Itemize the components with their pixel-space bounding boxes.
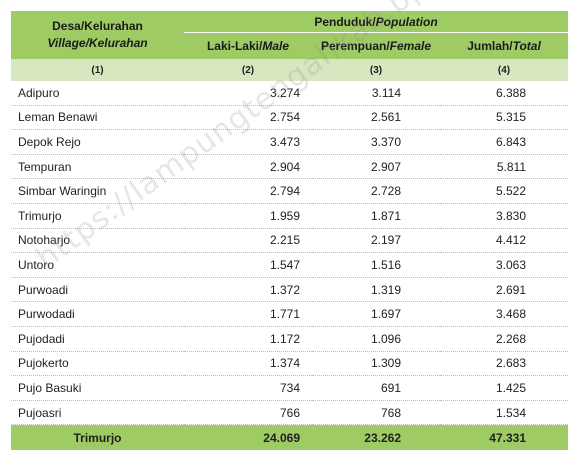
male-cell: 1.771 [184, 302, 312, 327]
table-row: Purwodadi 1.771 1.697 3.468 [11, 302, 568, 327]
population-header-en: Population [376, 15, 438, 29]
female-cell: 2.907 [312, 154, 440, 179]
total-cell: 1.534 [440, 400, 568, 425]
column-number: (1) [11, 59, 184, 81]
village-name-cell: Untoro [11, 253, 184, 278]
female-cell: 3.370 [312, 130, 440, 155]
village-column-header: Desa/Kelurahan Village/Kelurahan [11, 11, 184, 59]
male-cell: 3.274 [184, 81, 312, 105]
column-number: (4) [440, 59, 568, 81]
total-column-header: Jumlah/Total [440, 33, 568, 60]
table-body: Adipuro 3.274 3.114 6.388 Leman Benawi 2.754 2… [11, 81, 568, 425]
female-cell: 1.697 [312, 302, 440, 327]
table-row: Trimurjo 1.959 1.871 3.830 [11, 203, 568, 228]
population-group-header: Penduduk/Population [184, 11, 568, 33]
total-cell: 3.468 [440, 302, 568, 327]
total-cell: 3.830 [440, 203, 568, 228]
female-cell: 1.871 [312, 203, 440, 228]
male-cell: 734 [184, 376, 312, 401]
female-cell: 2.728 [312, 179, 440, 204]
village-name-cell: Depok Rejo [11, 130, 184, 155]
total-cell: 5.811 [440, 154, 568, 179]
total-cell: 2.268 [440, 326, 568, 351]
male-cell: 1.374 [184, 351, 312, 376]
total-male-cell: 24.069 [184, 425, 312, 451]
female-cell: 768 [312, 400, 440, 425]
table-row: Pujo Basuki 734 691 1.425 [11, 376, 568, 401]
total-cell: 3.063 [440, 253, 568, 278]
male-column-header: Laki-Laki/Male [184, 33, 312, 60]
male-cell: 2.754 [184, 105, 312, 130]
village-name-cell: Tempuran [11, 154, 184, 179]
table-row: Simbar Waringin 2.794 2.728 5.522 [11, 179, 568, 204]
total-cell: 4.412 [440, 228, 568, 253]
male-cell: 2.215 [184, 228, 312, 253]
table-row: Tempuran 2.904 2.907 5.811 [11, 154, 568, 179]
female-cell: 691 [312, 376, 440, 401]
village-name-cell: Pujoasri [11, 400, 184, 425]
village-name-cell: Leman Benawi [11, 105, 184, 130]
column-number: (3) [312, 59, 440, 81]
male-cell: 2.904 [184, 154, 312, 179]
male-cell: 2.794 [184, 179, 312, 204]
female-column-header: Perempuan/Female [312, 33, 440, 60]
female-cell: 2.561 [312, 105, 440, 130]
village-name-cell: Purwoadi [11, 277, 184, 302]
village-name-cell: Notoharjo [11, 228, 184, 253]
total-cell: 5.522 [440, 179, 568, 204]
village-header-id: Desa/Kelurahan [52, 19, 143, 33]
male-cell: 766 [184, 400, 312, 425]
male-cell: 1.959 [184, 203, 312, 228]
table-row: Adipuro 3.274 3.114 6.388 [11, 81, 568, 105]
total-row-label: Trimurjo [11, 425, 184, 451]
total-female-cell: 23.262 [312, 425, 440, 451]
table-row: Purwoadi 1.372 1.319 2.691 [11, 277, 568, 302]
total-cell: 2.683 [440, 351, 568, 376]
village-header-en: Village/Kelurahan [47, 36, 147, 50]
female-cell: 1.516 [312, 253, 440, 278]
column-number: (2) [184, 59, 312, 81]
village-name-cell: Pujokerto [11, 351, 184, 376]
table-row: Notoharjo 2.215 2.197 4.412 [11, 228, 568, 253]
female-cell: 1.319 [312, 277, 440, 302]
table-row: Untoro 1.547 1.516 3.063 [11, 253, 568, 278]
village-name-cell: Simbar Waringin [11, 179, 184, 204]
population-header-id: Penduduk/ [314, 15, 375, 29]
female-cell: 3.114 [312, 81, 440, 105]
header-row-top: Desa/Kelurahan Village/Kelurahan Pendudu… [11, 11, 568, 33]
total-cell: 1.425 [440, 376, 568, 401]
village-name-cell: Trimurjo [11, 203, 184, 228]
total-cell: 5.315 [440, 105, 568, 130]
table-row: Pujokerto 1.374 1.309 2.683 [11, 351, 568, 376]
female-cell: 2.197 [312, 228, 440, 253]
population-table-container: Desa/Kelurahan Village/Kelurahan Pendudu… [11, 11, 568, 450]
table-row: Depok Rejo 3.473 3.370 6.843 [11, 130, 568, 155]
male-header-en: Male [262, 39, 289, 53]
population-table: Desa/Kelurahan Village/Kelurahan Pendudu… [11, 11, 568, 450]
village-name-cell: Pujo Basuki [11, 376, 184, 401]
table-row: Leman Benawi 2.754 2.561 5.315 [11, 105, 568, 130]
male-cell: 1.172 [184, 326, 312, 351]
total-row: Trimurjo 24.069 23.262 47.331 [11, 425, 568, 451]
total-header-id: Jumlah/ [467, 39, 512, 53]
male-cell: 1.372 [184, 277, 312, 302]
column-number-row: (1) (2) (3) (4) [11, 59, 568, 81]
male-cell: 1.547 [184, 253, 312, 278]
male-header-id: Laki-Laki/ [207, 39, 262, 53]
female-cell: 1.096 [312, 326, 440, 351]
village-name-cell: Adipuro [11, 81, 184, 105]
total-header-en: Total [513, 39, 541, 53]
table-row: Pujoasri 766 768 1.534 [11, 400, 568, 425]
female-header-id: Perempuan/ [321, 39, 390, 53]
village-name-cell: Purwodadi [11, 302, 184, 327]
total-total-cell: 47.331 [440, 425, 568, 451]
total-cell: 6.843 [440, 130, 568, 155]
total-cell: 2.691 [440, 277, 568, 302]
male-cell: 3.473 [184, 130, 312, 155]
table-row: Pujodadi 1.172 1.096 2.268 [11, 326, 568, 351]
female-header-en: Female [390, 39, 431, 53]
total-cell: 6.388 [440, 81, 568, 105]
village-name-cell: Pujodadi [11, 326, 184, 351]
female-cell: 1.309 [312, 351, 440, 376]
